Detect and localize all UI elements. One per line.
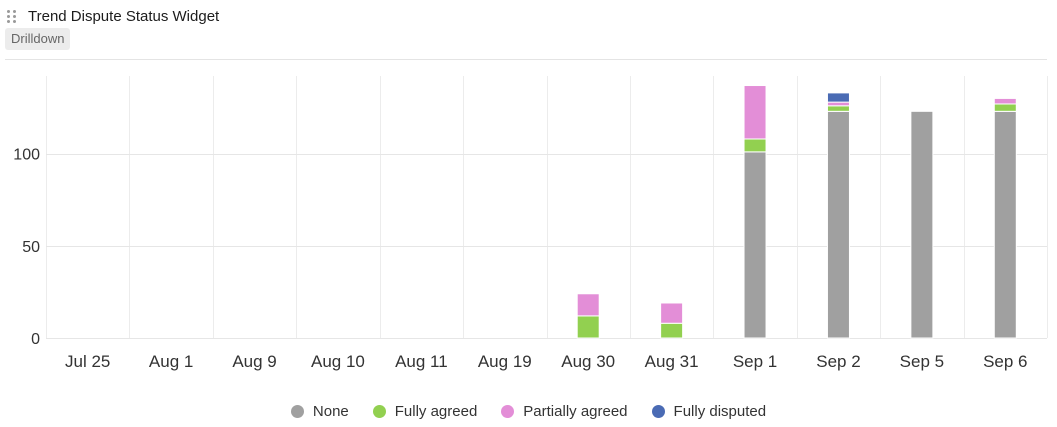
- x-tick-label: Aug 31: [645, 352, 699, 371]
- y-tick-label: 0: [31, 331, 40, 348]
- bar-segment-fully-disputed: [826, 92, 850, 103]
- legend-dot-icon: [290, 404, 304, 418]
- bar-segment-fully-agreed: [826, 105, 850, 112]
- bar-segment-none: [743, 151, 767, 339]
- y-tick-label: 100: [13, 147, 40, 164]
- x-tick-label: Sep 6: [983, 352, 1027, 371]
- legend-dot-icon: [651, 404, 665, 418]
- x-tick-label: Aug 10: [311, 352, 365, 371]
- legend-label: Partially agreed: [523, 402, 628, 420]
- legend-dot-icon: [372, 404, 386, 418]
- legend-label: Fully disputed: [673, 402, 767, 420]
- legend-item-none[interactable]: None: [290, 400, 349, 422]
- bar-segment-fully-agreed: [660, 322, 684, 339]
- chart-legend: None Fully agreed Partially agreed Fully di…: [0, 400, 1057, 422]
- drag-handle-icon[interactable]: [7, 10, 17, 24]
- bar-segment-partially-agreed: [660, 302, 684, 324]
- drilldown-button[interactable]: Drilldown: [5, 28, 71, 50]
- widget-header: Trend Dispute Status Widget Drilldown: [0, 0, 1057, 60]
- stacked-bar-chart: 0 50 100 Jul 25 Aug 1 Aug 9 Aug 10 Aug 11 Aug 19…: [13, 76, 1048, 371]
- bar-segment-fully-agreed: [743, 138, 767, 153]
- legend-dot-icon: [501, 404, 515, 418]
- x-tick-label: Aug 9: [232, 352, 276, 371]
- legend-item-partially-agreed[interactable]: Partially agreed: [501, 400, 628, 422]
- legend-label: None: [312, 402, 349, 420]
- legend-label: Fully agreed: [394, 402, 478, 420]
- bar-segment-partially-agreed: [826, 101, 850, 107]
- bar-segment-none: [910, 110, 934, 339]
- bar-segment-fully-agreed: [576, 315, 600, 339]
- legend-item-fully-disputed[interactable]: Fully disputed: [651, 400, 767, 422]
- x-tick-label: Jul 25: [65, 352, 110, 371]
- bar-segment-fully-agreed: [993, 103, 1017, 112]
- header-divider: [5, 59, 1047, 60]
- x-tick-label: Sep 1: [733, 352, 777, 371]
- x-tick-label: Aug 11: [395, 352, 448, 371]
- y-tick-label: 50: [22, 239, 40, 256]
- bar-segment-partially-agreed: [576, 293, 600, 317]
- x-tick-label: Aug 1: [149, 352, 193, 371]
- x-tick-label: Sep 5: [900, 352, 944, 371]
- bar-segment-none: [826, 110, 850, 339]
- x-tick-label: Aug 19: [478, 352, 532, 371]
- legend-item-fully-agreed[interactable]: Fully agreed: [372, 400, 478, 422]
- widget-title: Trend Dispute Status Widget: [28, 8, 220, 25]
- bar-segment-partially-agreed: [993, 97, 1017, 105]
- bar-segment-partially-agreed: [743, 85, 767, 140]
- x-tick-label: Aug 30: [561, 352, 615, 371]
- bar-segment-none: [993, 110, 1017, 339]
- x-tick-label: Sep 2: [816, 352, 860, 371]
